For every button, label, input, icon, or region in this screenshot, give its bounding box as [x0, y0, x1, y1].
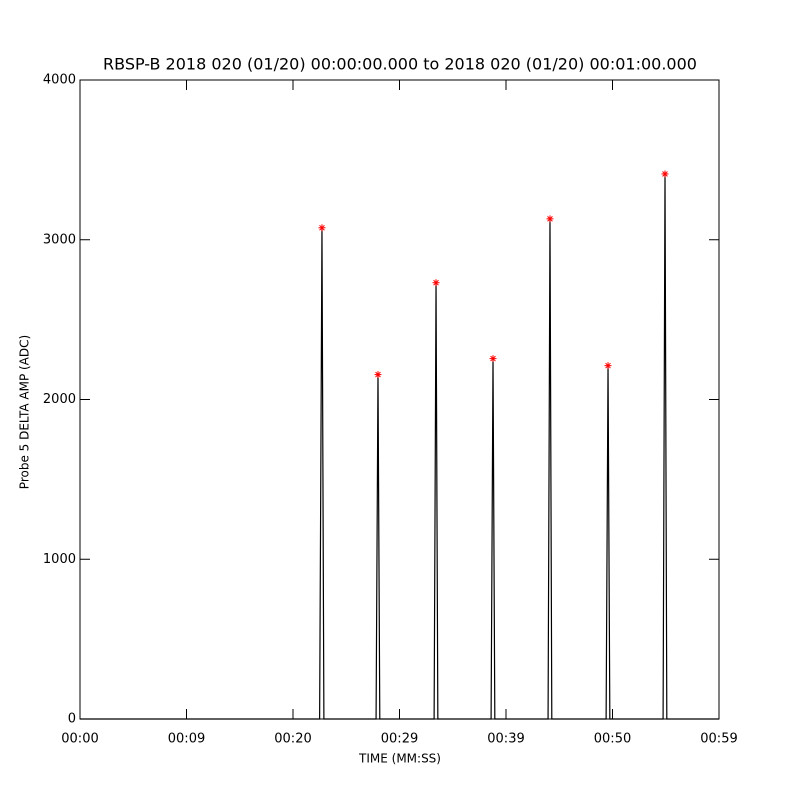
peak-marker [489, 355, 497, 363]
peak-marker [318, 224, 326, 232]
marker-stroke [662, 171, 668, 177]
peak-marker [661, 170, 669, 178]
y-tick-label: 2000 [43, 392, 76, 407]
x-tick-label: 00:29 [381, 732, 418, 747]
x-axis-label: TIME (MM:SS) [358, 752, 441, 766]
y-tick-label: 3000 [43, 232, 76, 247]
peak-marker [604, 362, 612, 370]
trace-line [80, 173, 719, 720]
y-axis-label: Probe 5 DELTA AMP (ADC) [18, 335, 32, 489]
marker-stroke [547, 216, 553, 222]
chart-title: RBSP-B 2018 020 (01/20) 00:00:00.000 to … [103, 55, 697, 74]
x-tick-label: 00:39 [487, 732, 524, 747]
peak-marker [546, 215, 554, 223]
y-tick-label: 4000 [43, 73, 76, 88]
x-tick-label: 00:09 [168, 732, 205, 747]
peak-marker [432, 279, 440, 287]
y-tick-label: 0 [68, 712, 76, 727]
x-tick-label: 00:20 [274, 732, 311, 747]
plot-frame [79, 79, 720, 720]
x-tick-label: 00:59 [700, 732, 737, 747]
marker-stroke [375, 371, 381, 378]
marker-stroke [490, 355, 496, 362]
x-tick-label: 00:50 [594, 732, 631, 747]
x-tick-label: 00:00 [61, 732, 98, 747]
peak-marker [374, 371, 382, 379]
y-tick-label: 1000 [43, 552, 76, 567]
marker-stroke [319, 224, 325, 231]
marker-stroke [605, 362, 611, 369]
marker-stroke [433, 279, 439, 286]
